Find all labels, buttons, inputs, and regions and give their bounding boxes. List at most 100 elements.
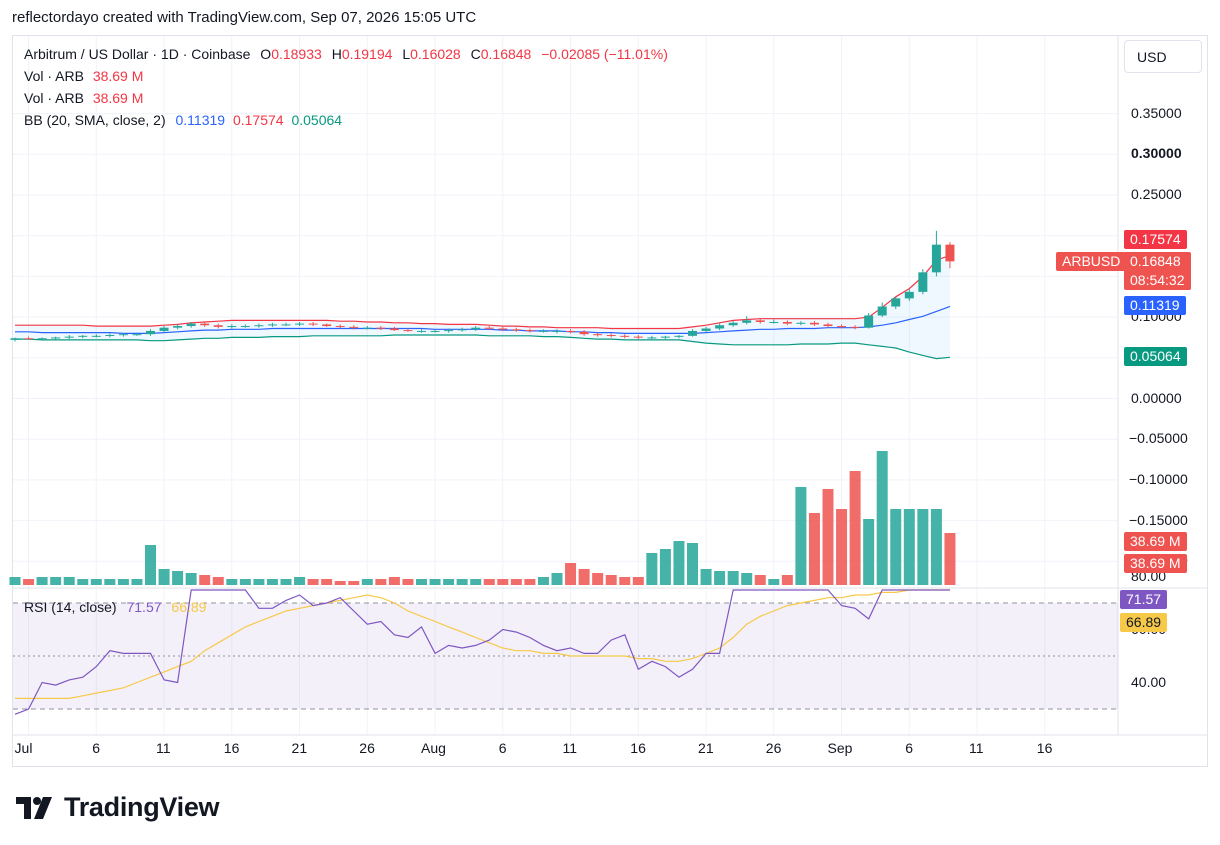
volume-bar [849, 471, 861, 585]
candle-body [660, 336, 670, 338]
time-tick: 11 [969, 740, 984, 756]
volume-bar [158, 569, 170, 585]
bb-legend: BB (20, SMA, close, 2) 0.11319 0.17574 0… [24, 112, 342, 128]
volume-bar [63, 577, 75, 585]
volume-bar [456, 579, 468, 585]
volume-legend-1: Vol · ARB 38.69 M [24, 68, 143, 84]
candle-body [877, 306, 887, 316]
candle-body [322, 324, 332, 327]
candle-body [606, 335, 616, 337]
tradingview-logo-icon [16, 796, 52, 819]
volume-bar [781, 575, 793, 585]
candle-body [796, 322, 806, 324]
time-tick: Aug [421, 740, 446, 756]
candle-body [809, 322, 819, 325]
candle-body [688, 330, 697, 336]
volume-bar [388, 577, 400, 585]
time-tick: 11 [156, 740, 171, 756]
price-tick: 0.25000 [1131, 186, 1182, 202]
volume-bar [768, 579, 780, 585]
volume-bar [863, 519, 875, 585]
candle-body [498, 328, 508, 330]
time-tick: 16 [223, 740, 240, 756]
volume-bar [253, 579, 265, 585]
volume-bar [145, 545, 156, 585]
candle-body [37, 338, 47, 340]
volume-bar [212, 577, 224, 585]
candle-body [376, 327, 386, 329]
time-tick: 11 [562, 740, 578, 756]
volume-bar [524, 579, 536, 585]
symbol-title: Arbitrum / US Dollar · 1D · Coinbase [24, 46, 251, 62]
bb-upper-line [15, 254, 951, 330]
volume-bar [497, 579, 509, 585]
candle-body [525, 330, 535, 332]
candle-body [633, 336, 643, 338]
vol2-label: Vol · ARB [24, 90, 84, 106]
rsi-tick: 40.00 [1131, 673, 1167, 690]
volume-bar [605, 575, 617, 585]
candle-body [701, 328, 711, 331]
volume-bar [117, 579, 129, 585]
symbol-tag: ARBUSD [1056, 252, 1127, 271]
candle-body [173, 326, 183, 328]
time-tick: 16 [1036, 740, 1053, 756]
rsi-ma-line [15, 589, 950, 700]
low-label: L [402, 46, 411, 62]
volume-bar [673, 541, 685, 585]
volume-bar [808, 513, 820, 585]
candle-body [782, 321, 792, 324]
countdown-value: 08:54:32 [1130, 272, 1185, 288]
volume-tag-2: 38.69 M [1124, 554, 1187, 573]
volume-bar [822, 489, 834, 585]
candle-body [240, 326, 250, 328]
candle-body [823, 324, 833, 327]
volume-bar [199, 575, 211, 585]
volume-bars [9, 451, 956, 585]
rsi-ma-value: 66.89 [171, 599, 207, 615]
currency-button[interactable]: USD [1124, 40, 1202, 73]
candle-body [945, 244, 955, 262]
tradingview-logo[interactable]: TradingView [16, 792, 220, 823]
candle-body [118, 334, 128, 336]
bb-fill [15, 255, 950, 359]
volume-bar [321, 579, 333, 585]
time-tick: Sep [827, 740, 853, 756]
volume-bar [90, 579, 102, 585]
bb-upper-tag: 0.17574 [1124, 230, 1187, 249]
volume-bar [741, 573, 753, 585]
volume-bar [131, 579, 143, 585]
symbol-legend: Arbitrum / US Dollar · 1D · Coinbase O0.… [24, 46, 668, 62]
candle-body [864, 315, 874, 328]
candle-body [281, 324, 291, 326]
volume-bar [483, 579, 495, 585]
candle-body [430, 330, 440, 332]
volume-bar [795, 487, 807, 585]
vol1-value: 38.69 M [92, 68, 144, 84]
volume-bar [172, 571, 184, 585]
candle-body [444, 330, 454, 332]
volume-bar [185, 573, 197, 585]
candle-body [755, 320, 765, 322]
price-tick: 0.30000 [1131, 145, 1182, 162]
volume-bar [334, 581, 346, 585]
volume-bar [714, 571, 726, 585]
open-value: 0.18933 [271, 46, 322, 62]
bb-basis-value: 0.11319 [175, 112, 226, 128]
candle-body [64, 336, 74, 338]
candle-body [227, 326, 237, 328]
time-tick: 21 [698, 740, 714, 756]
candle-body [566, 330, 576, 332]
bb-label: BB (20, SMA, close, 2) [24, 112, 166, 128]
volume-bar [619, 577, 631, 585]
open-label: O [260, 46, 272, 62]
bb-upper-value: 0.17574 [232, 112, 284, 128]
volume-bar [592, 573, 604, 585]
volume-bar [646, 553, 658, 585]
candle-body [24, 338, 34, 340]
volume-bar [917, 509, 929, 585]
volume-bar [307, 579, 319, 585]
bb-lower-value: 0.05064 [291, 112, 343, 128]
candle-body [471, 327, 481, 330]
